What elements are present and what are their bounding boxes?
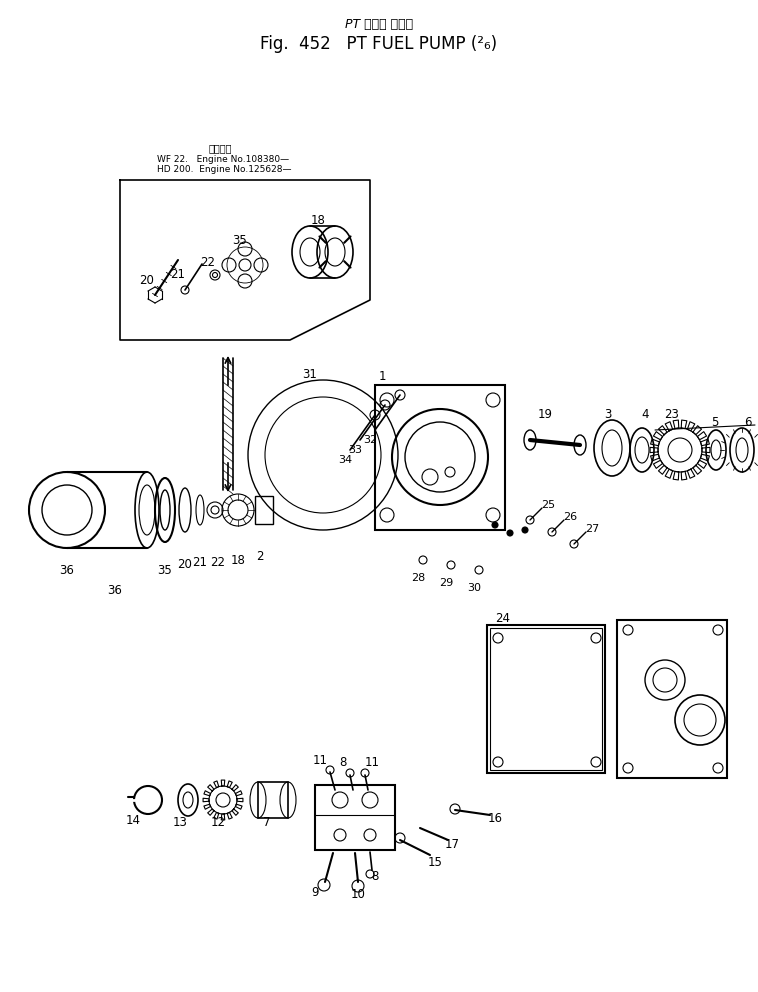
- Text: 33: 33: [348, 445, 362, 455]
- Text: 22: 22: [201, 256, 215, 269]
- Text: PT フェル ポンプ: PT フェル ポンプ: [345, 19, 413, 32]
- Text: 32: 32: [363, 435, 377, 445]
- Text: 35: 35: [233, 233, 247, 246]
- Bar: [255, 496, 273, 524]
- Text: WF 22.   Engine No.108380—: WF 22. Engine No.108380—: [157, 156, 289, 165]
- Text: 8: 8: [371, 870, 379, 883]
- Text: 18: 18: [311, 213, 325, 226]
- Text: 20: 20: [139, 274, 155, 287]
- Text: 9: 9: [312, 886, 319, 899]
- Text: 25: 25: [541, 500, 555, 510]
- Text: 24: 24: [495, 611, 510, 625]
- Text: 6: 6: [744, 416, 752, 429]
- Text: 2: 2: [256, 551, 264, 563]
- Text: 22: 22: [211, 557, 225, 569]
- Text: 16: 16: [487, 811, 503, 824]
- Text: 適用号経: 適用号経: [208, 143, 232, 153]
- Text: 10: 10: [350, 889, 365, 902]
- Text: 36: 36: [60, 563, 74, 576]
- Text: 3: 3: [604, 409, 612, 422]
- Text: 34: 34: [338, 455, 352, 465]
- Text: 17: 17: [444, 837, 459, 850]
- Text: 12: 12: [211, 816, 225, 829]
- Bar: [375, 385, 505, 530]
- Circle shape: [238, 274, 252, 288]
- Text: 1: 1: [378, 369, 386, 383]
- Text: 23: 23: [665, 409, 679, 422]
- Text: Fig.  452   PT FUEL PUMP (²₆): Fig. 452 PT FUEL PUMP (²₆): [261, 35, 497, 53]
- Bar: [617, 620, 727, 778]
- Text: 7: 7: [263, 815, 271, 828]
- Circle shape: [507, 530, 513, 536]
- Text: 28: 28: [411, 573, 425, 583]
- Text: 4: 4: [641, 409, 649, 422]
- Bar: [487, 625, 605, 773]
- Circle shape: [522, 527, 528, 533]
- Circle shape: [238, 242, 252, 256]
- Text: 21: 21: [171, 269, 186, 282]
- Bar: [490, 628, 602, 770]
- Text: 13: 13: [173, 815, 187, 828]
- Text: HD 200.  Engine No.125628—: HD 200. Engine No.125628—: [157, 166, 292, 175]
- Text: 19: 19: [537, 409, 553, 422]
- Text: 35: 35: [158, 563, 172, 576]
- Text: 26: 26: [563, 512, 577, 522]
- Circle shape: [492, 522, 498, 528]
- Text: 29: 29: [439, 578, 453, 588]
- Circle shape: [222, 258, 236, 272]
- Text: 27: 27: [585, 524, 599, 534]
- Text: 11: 11: [365, 756, 380, 769]
- Bar: [315, 785, 395, 850]
- Text: 20: 20: [177, 558, 193, 571]
- Text: 11: 11: [312, 754, 327, 767]
- Text: 21: 21: [193, 557, 208, 569]
- Circle shape: [254, 258, 268, 272]
- Text: 18: 18: [230, 554, 246, 566]
- Text: 30: 30: [467, 583, 481, 593]
- Text: 15: 15: [428, 855, 443, 869]
- Text: 14: 14: [126, 813, 140, 826]
- Text: 36: 36: [108, 583, 123, 596]
- Text: 31: 31: [302, 368, 318, 382]
- Circle shape: [239, 259, 251, 271]
- Text: 8: 8: [340, 757, 346, 770]
- Bar: [258, 782, 288, 818]
- Text: 5: 5: [711, 416, 719, 429]
